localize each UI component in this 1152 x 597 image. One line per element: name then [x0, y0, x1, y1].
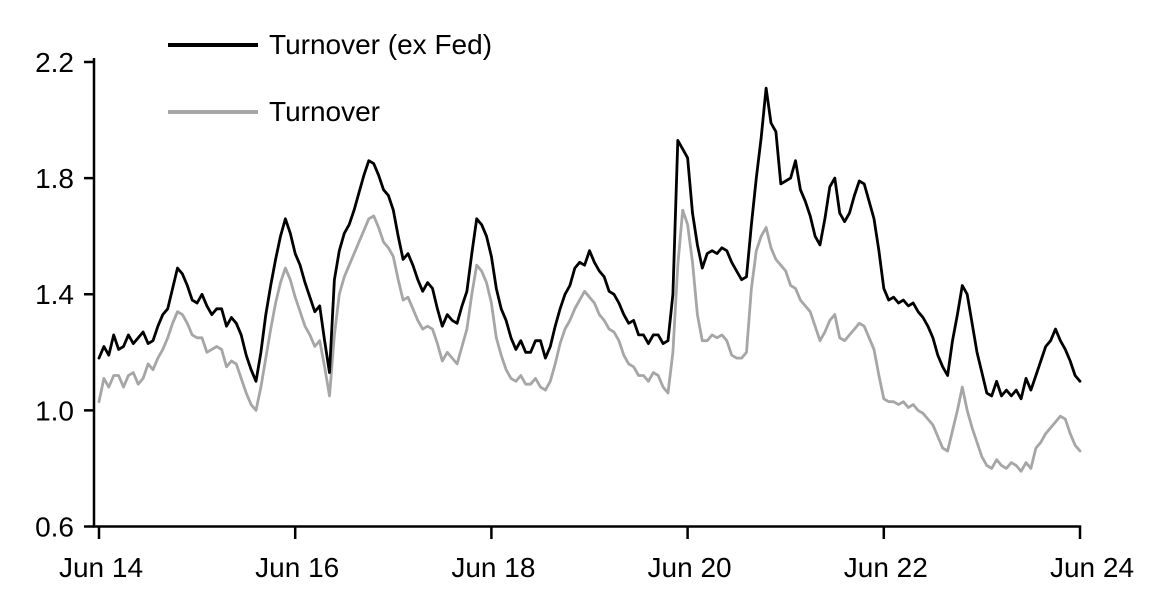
y-tick-label: 2.2	[35, 47, 74, 78]
x-tick-label: Jun 20	[648, 552, 732, 583]
y-tick-label: 0.6	[35, 511, 74, 542]
x-tick-label: Jun 18	[451, 552, 535, 583]
y-tick-label: 1.4	[35, 279, 74, 310]
legend-label-turnover-ex-fed: Turnover (ex Fed)	[269, 29, 493, 60]
x-tick-label: Jun 16	[255, 552, 339, 583]
legend-line-black	[168, 43, 258, 47]
legend-line-gray	[168, 110, 258, 114]
y-tick-label: 1.0	[35, 395, 74, 426]
series-line-turnover	[97, 208, 1082, 473]
x-tick-label: Jun 22	[844, 552, 928, 583]
series-line-turnover-ex-fed	[97, 86, 1082, 401]
legend-item-turnover-ex-fed: Turnover (ex Fed)	[168, 28, 492, 62]
y-tick-label: 1.8	[35, 163, 74, 194]
x-tick-label: Jun 14	[59, 552, 143, 583]
legend-label-turnover: Turnover	[269, 96, 381, 127]
x-tick-label: Jun 24	[1050, 552, 1134, 583]
legend-item-turnover: Turnover	[168, 95, 380, 129]
